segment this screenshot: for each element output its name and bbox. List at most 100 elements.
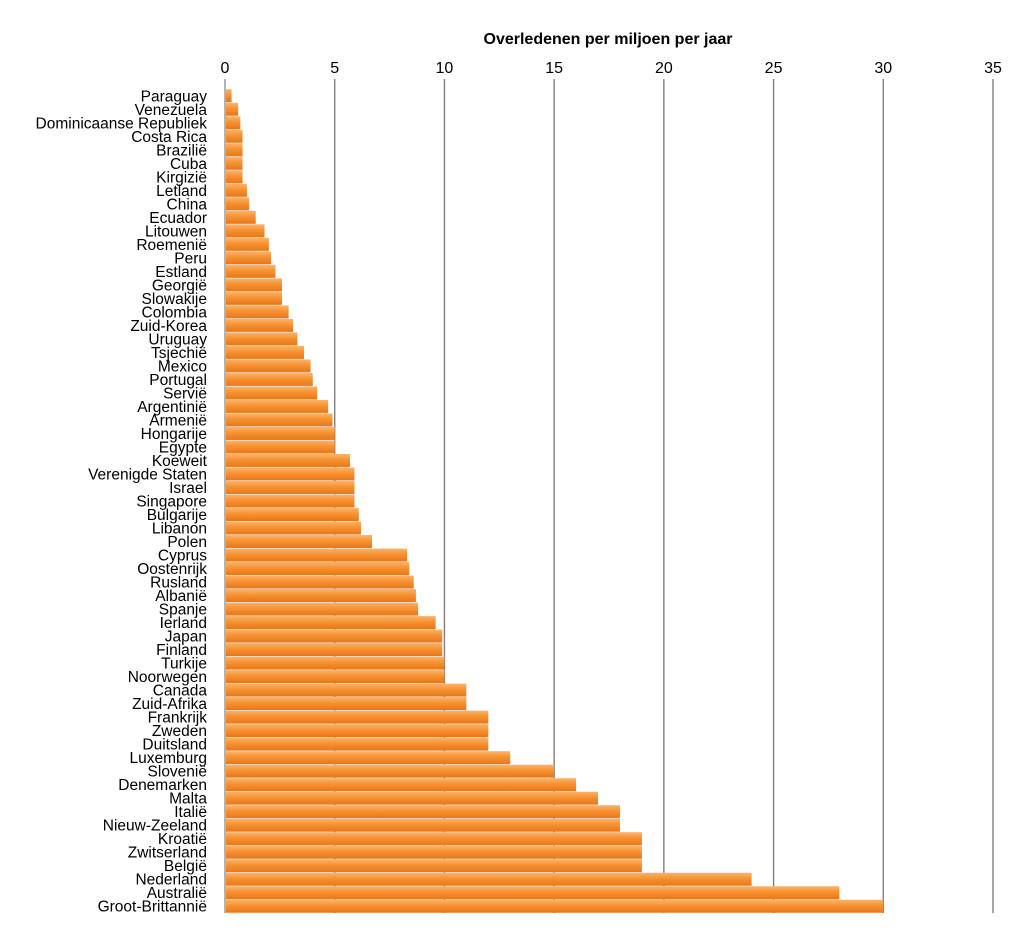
x-tick-label: 20 xyxy=(655,60,673,77)
category-label: Slovenië xyxy=(148,764,207,781)
bar xyxy=(226,859,642,873)
category-label: Nederland xyxy=(135,872,207,889)
bar xyxy=(226,818,620,832)
bar xyxy=(226,413,333,427)
category-label: China xyxy=(167,196,208,213)
bar xyxy=(226,467,355,481)
bar xyxy=(226,426,335,440)
bars xyxy=(226,89,884,913)
category-label: Koeweit xyxy=(152,453,208,470)
category-label: Armenië xyxy=(149,412,207,429)
bar xyxy=(226,589,416,603)
bar xyxy=(226,210,256,224)
bar xyxy=(226,89,232,103)
bar xyxy=(226,832,642,846)
category-label: Ierland xyxy=(160,615,207,632)
bar xyxy=(226,102,239,116)
bar xyxy=(226,143,243,157)
bar xyxy=(226,129,243,143)
category-label: Noorwegen xyxy=(128,669,207,686)
x-tick-label: 5 xyxy=(330,60,339,77)
category-label: Rusland xyxy=(150,575,207,592)
category-label: Brazilië xyxy=(156,142,207,159)
category-label: Georgië xyxy=(152,277,207,294)
x-tick-label: 10 xyxy=(436,60,454,77)
bar xyxy=(226,602,419,616)
bar xyxy=(226,791,599,805)
bar xyxy=(226,237,269,251)
category-label: Paraguay xyxy=(141,88,208,105)
x-tick-label: 25 xyxy=(765,60,783,77)
category-label: Nieuw-Zeeland xyxy=(103,818,207,835)
bar xyxy=(226,710,489,724)
bar xyxy=(226,372,313,386)
category-label: Mexico xyxy=(158,358,207,375)
bar xyxy=(226,399,329,413)
category-label: Roemenië xyxy=(136,237,207,254)
x-tick-label: 15 xyxy=(545,60,563,77)
gridlines xyxy=(224,79,994,913)
bar xyxy=(226,224,265,238)
category-label: Ecuador xyxy=(149,210,207,227)
category-label: Portugal xyxy=(149,372,207,389)
category-label: Albanië xyxy=(155,588,207,605)
category-label: Canada xyxy=(153,683,208,700)
category-label: Argentinië xyxy=(137,399,207,416)
category-label: Denemarken xyxy=(118,777,207,794)
bar xyxy=(226,764,555,778)
bar xyxy=(226,643,443,657)
bar xyxy=(226,562,410,576)
bar xyxy=(226,116,241,130)
bar xyxy=(226,724,489,738)
bar xyxy=(226,170,243,184)
category-label: Japan xyxy=(165,629,207,646)
bar xyxy=(226,886,840,900)
bar xyxy=(226,548,408,562)
category-label: Slowakije xyxy=(142,291,207,308)
bar xyxy=(226,291,283,305)
bar xyxy=(226,386,318,400)
bar xyxy=(226,305,289,319)
category-label: Venezuela xyxy=(135,102,208,119)
category-label: Zweden xyxy=(152,723,207,740)
bar xyxy=(226,251,272,265)
bar xyxy=(226,359,311,373)
category-label: Duitsland xyxy=(142,737,207,754)
category-label: Costa Rica xyxy=(131,129,207,146)
bar xyxy=(226,508,359,521)
bar xyxy=(226,656,445,670)
category-label: Polen xyxy=(167,534,207,551)
category-label: Zuid-Korea xyxy=(130,318,207,335)
category-label: Bulgarije xyxy=(147,507,207,524)
bar xyxy=(226,183,247,197)
bar xyxy=(226,197,250,211)
x-tick-label: 35 xyxy=(984,60,1002,77)
category-label: Litouwen xyxy=(145,223,207,240)
category-label: Verenigde Staten xyxy=(88,466,207,483)
bar xyxy=(226,278,283,292)
category-label: Singapore xyxy=(136,494,207,511)
category-label: Kroatië xyxy=(158,831,207,848)
bar xyxy=(226,318,294,332)
category-label: Tsjechië xyxy=(151,345,207,362)
category-label: Zuid-Afrika xyxy=(132,696,207,713)
category-label: Spanje xyxy=(159,602,207,619)
category-label: Dominicaanse Republiek xyxy=(36,115,208,132)
bar xyxy=(226,899,884,913)
category-label: Malta xyxy=(169,791,207,808)
category-label: Finland xyxy=(156,642,207,659)
bar xyxy=(226,616,436,630)
x-tick-label: 30 xyxy=(874,60,892,77)
x-tick-label: 0 xyxy=(221,60,230,77)
bar xyxy=(226,805,620,819)
category-label: Groot-Brittannië xyxy=(98,899,207,916)
bar xyxy=(226,872,752,886)
category-label: Colombia xyxy=(142,304,208,321)
bar xyxy=(226,683,467,697)
category-label: Frankrijk xyxy=(148,710,208,727)
category-label: Luxemburg xyxy=(129,750,207,767)
bar xyxy=(226,629,443,643)
bar xyxy=(226,453,351,467)
